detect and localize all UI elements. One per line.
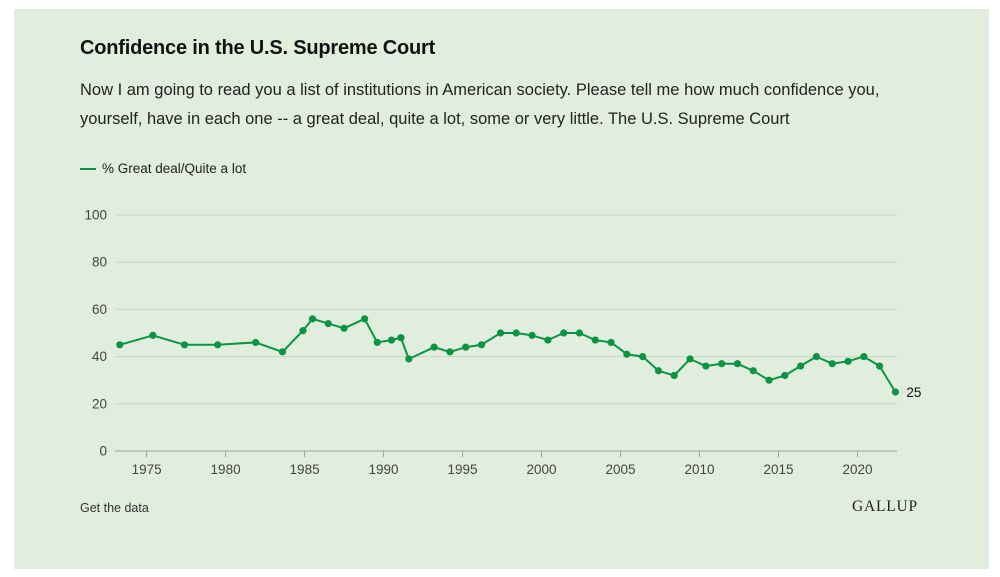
end-value-label: 25 xyxy=(906,385,921,400)
data-point[interactable] xyxy=(560,329,568,337)
data-point[interactable] xyxy=(639,353,647,361)
data-point[interactable] xyxy=(496,329,505,337)
y-tick-label: 40 xyxy=(92,349,107,364)
data-point[interactable] xyxy=(702,362,710,370)
data-point[interactable] xyxy=(116,341,124,349)
page-title: Confidence in the U.S. Supreme Court xyxy=(80,37,436,59)
data-point[interactable] xyxy=(528,331,536,339)
data-point[interactable] xyxy=(607,338,615,347)
data-point[interactable] xyxy=(180,341,189,349)
data-point[interactable] xyxy=(340,324,348,332)
data-point[interactable] xyxy=(149,331,157,339)
data-point[interactable] xyxy=(844,357,852,365)
x-tick-label: 1995 xyxy=(448,462,478,477)
x-tick-label: 1990 xyxy=(369,462,399,477)
chart-gridlines xyxy=(115,214,897,452)
data-point[interactable] xyxy=(623,350,631,358)
x-tick-label: 1975 xyxy=(132,462,162,477)
legend-line-swatch xyxy=(80,167,96,170)
series-line xyxy=(119,317,897,393)
data-point[interactable] xyxy=(876,362,884,370)
data-point[interactable] xyxy=(749,367,757,375)
data-point[interactable] xyxy=(214,341,222,349)
data-point[interactable] xyxy=(387,336,396,344)
data-point[interactable] xyxy=(591,336,599,344)
data-point[interactable] xyxy=(686,355,694,363)
y-tick-label: 100 xyxy=(84,208,107,223)
x-tick-label: 2010 xyxy=(685,462,715,477)
data-point[interactable] xyxy=(430,343,438,351)
data-point[interactable] xyxy=(373,338,381,347)
data-point[interactable] xyxy=(446,348,454,356)
data-point[interactable] xyxy=(828,360,836,368)
data-point[interactable] xyxy=(278,348,287,356)
get-the-data-link[interactable]: Get the data xyxy=(80,501,149,515)
x-tick-label: 1985 xyxy=(290,462,320,477)
chart-card: Confidence in the U.S. Supreme Court Now… xyxy=(14,9,989,569)
data-point[interactable] xyxy=(797,362,805,370)
x-tick-label: 2000 xyxy=(527,462,557,477)
data-point[interactable] xyxy=(512,329,520,337)
data-point[interactable] xyxy=(544,336,552,344)
data-point[interactable] xyxy=(462,343,470,351)
data-point[interactable] xyxy=(860,353,868,361)
data-point[interactable] xyxy=(308,315,317,323)
data-point[interactable] xyxy=(812,353,821,361)
x-axis: 1975 1980 1985 1990 1995 2000 2005 2010 2015 2020 xyxy=(132,451,873,477)
chart-legend: % Great deal/Quite a lot xyxy=(80,161,246,176)
data-point[interactable] xyxy=(733,360,742,368)
data-point[interactable] xyxy=(781,371,789,380)
y-tick-label: 20 xyxy=(92,396,107,411)
data-point[interactable] xyxy=(299,327,307,335)
data-point[interactable] xyxy=(670,371,678,380)
data-point[interactable] xyxy=(324,319,332,328)
data-point[interactable] xyxy=(891,388,900,396)
y-tick-label: 0 xyxy=(99,444,107,459)
x-tick-label: 2005 xyxy=(606,462,636,477)
y-axis: 0 20 40 60 80 100 xyxy=(84,208,107,459)
x-tick-label: 1980 xyxy=(211,462,241,477)
data-point[interactable] xyxy=(477,341,486,349)
data-point[interactable] xyxy=(575,329,584,337)
gallup-logo: GALLUP xyxy=(852,498,918,515)
data-point[interactable] xyxy=(405,355,413,363)
data-point[interactable] xyxy=(718,360,726,368)
data-point[interactable] xyxy=(361,315,369,323)
y-tick-label: 60 xyxy=(92,302,107,317)
chart-subtitle: Now I am going to read you a list of ins… xyxy=(80,81,880,128)
data-point[interactable] xyxy=(765,376,773,384)
data-point[interactable] xyxy=(654,367,663,375)
series-group xyxy=(116,315,900,396)
y-tick-label: 80 xyxy=(92,255,107,270)
line-chart: 0 20 40 60 80 100 1975 1980 1985 1990 1995 2000 200… xyxy=(84,208,921,478)
x-tick-label: 2020 xyxy=(842,462,872,477)
x-tick-label: 2015 xyxy=(763,462,793,477)
data-point[interactable] xyxy=(397,334,405,342)
legend-label: % Great deal/Quite a lot xyxy=(102,161,247,176)
data-point[interactable] xyxy=(252,338,260,347)
